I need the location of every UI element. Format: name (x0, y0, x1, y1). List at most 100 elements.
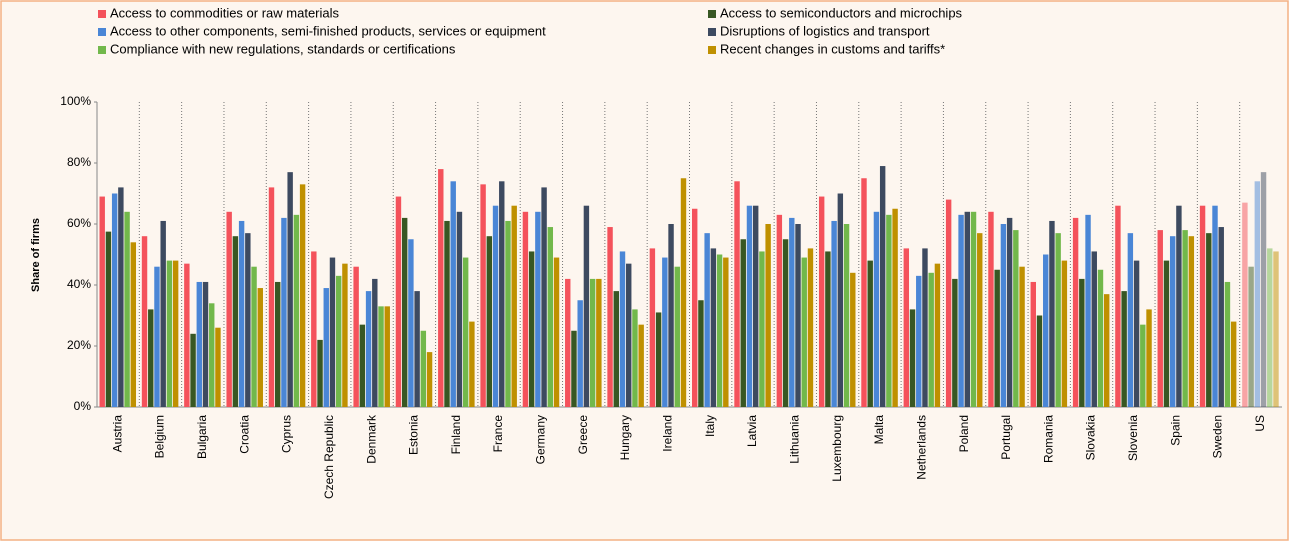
bar (293, 214, 300, 407)
bar (1273, 251, 1279, 407)
x-tick-label: Slovakia (1084, 415, 1098, 461)
bar (1055, 233, 1061, 407)
bar (166, 260, 173, 407)
bar (238, 220, 245, 407)
bar (522, 211, 529, 407)
x-tick-label: Austria (110, 415, 124, 453)
x-tick-label: Cyprus (280, 415, 294, 453)
bar (668, 224, 674, 407)
bar (958, 214, 964, 407)
bar (257, 288, 263, 407)
bar (462, 257, 469, 407)
legend-swatch (708, 46, 716, 54)
bar (1188, 236, 1195, 407)
legend-swatch (98, 10, 106, 18)
bar (698, 300, 704, 407)
bar (638, 324, 644, 407)
bar (450, 181, 456, 407)
bar (977, 233, 983, 407)
y-axis-label: Share of firms (30, 218, 42, 292)
bar (873, 211, 880, 407)
bar (111, 193, 118, 407)
bar (469, 321, 475, 407)
bar (438, 169, 444, 407)
bar (426, 352, 433, 407)
bar (1115, 205, 1121, 407)
bar (674, 266, 680, 407)
bar (1079, 278, 1085, 407)
x-tick-label: Bulgaria (195, 415, 209, 459)
bar (922, 248, 928, 407)
y-tick-label: 20% (67, 338, 91, 352)
bar (1043, 254, 1049, 407)
bar (130, 242, 137, 407)
bar (818, 196, 825, 407)
bar (329, 257, 336, 407)
bar (196, 281, 203, 407)
x-tick-label: Belgium (153, 415, 167, 458)
bar (408, 239, 414, 407)
bar (299, 184, 306, 407)
legend-swatch (708, 10, 716, 18)
bar (632, 309, 638, 407)
bar (752, 205, 759, 407)
bar (734, 181, 740, 407)
bar (1049, 220, 1055, 407)
bar (1267, 248, 1273, 407)
bar (353, 266, 359, 407)
bar (553, 257, 560, 407)
bar (662, 257, 668, 407)
bar (342, 263, 348, 407)
x-tick-label: Malta (872, 415, 886, 445)
bar (1140, 324, 1146, 407)
bar (1036, 315, 1043, 407)
bar (395, 196, 402, 407)
bar (1169, 236, 1176, 407)
y-tick-label: 40% (67, 277, 91, 291)
legend-swatch (708, 28, 716, 36)
bar (535, 211, 541, 407)
bar (456, 211, 463, 407)
bar (251, 266, 257, 407)
bar (934, 263, 941, 407)
bar (245, 233, 251, 407)
bar (1133, 260, 1140, 407)
bar (1163, 260, 1170, 407)
bar (861, 178, 867, 407)
bar (287, 172, 293, 407)
bar (511, 205, 517, 407)
bar (850, 272, 856, 407)
legend-label: Access to semiconductors and microchips (720, 5, 963, 20)
x-tick-label: Netherlands (914, 415, 928, 480)
bar (1182, 230, 1188, 407)
bar (916, 275, 922, 407)
bar (994, 269, 1000, 407)
bar (1006, 217, 1013, 407)
bar (789, 217, 795, 407)
x-tick-label: Romania (1041, 415, 1055, 463)
bar (1091, 251, 1097, 407)
bar (1103, 294, 1110, 407)
x-tick-label: Denmark (364, 414, 378, 464)
bar (1085, 214, 1091, 407)
bar (759, 251, 765, 407)
bar (401, 217, 408, 407)
bar (1254, 181, 1261, 407)
bar (172, 260, 179, 407)
bar (505, 220, 511, 407)
x-tick-label: Estonia (407, 415, 421, 455)
bar (619, 251, 626, 407)
bar (105, 231, 112, 407)
bar (365, 291, 372, 407)
x-tick-label: Hungary (618, 415, 632, 460)
bar (1199, 205, 1206, 407)
legend-label: Access to other components, semi-finishe… (110, 23, 546, 38)
bar (160, 220, 166, 407)
bar (1206, 233, 1212, 407)
bar (1176, 205, 1182, 407)
x-tick-label: Czech Republic (322, 415, 336, 499)
bar (1212, 205, 1218, 407)
bar (680, 178, 687, 407)
bar (384, 306, 390, 407)
